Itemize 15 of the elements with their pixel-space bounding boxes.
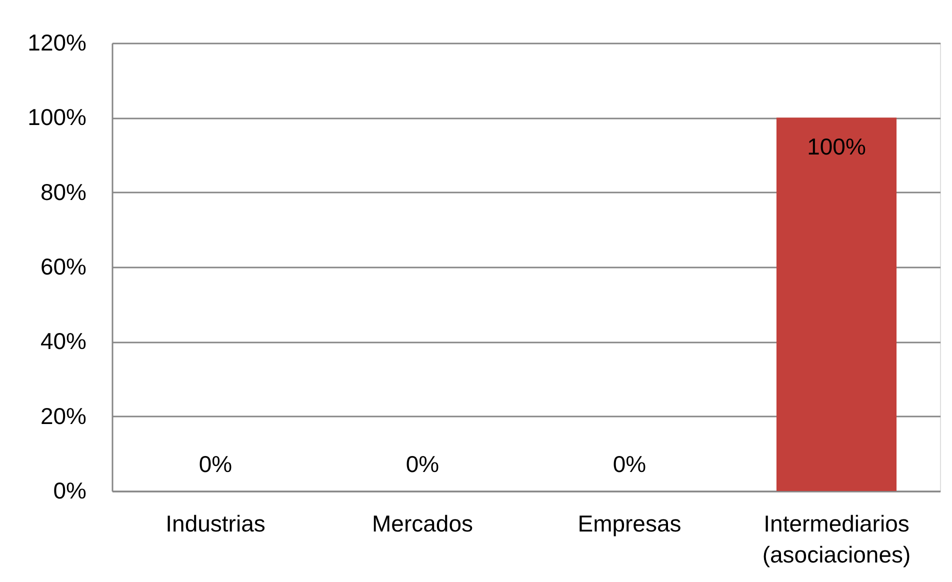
y-tick-label: 120% [28,30,86,56]
y-tick-label: 40% [40,328,86,354]
y-tick-label: 100% [28,104,86,130]
data-label: 0% [612,451,646,477]
data-label: 100% [807,134,866,160]
x-tick-label: Industrias [166,510,266,536]
y-tick-label: 20% [40,402,86,429]
x-tick-label: Intermediarios (asociaciones) [762,510,911,568]
y-tick-label: 80% [40,178,86,205]
data-label: 0% [406,451,440,477]
y-tick-label: 0% [53,478,86,504]
y-tick-label: 60% [40,254,86,280]
x-tick-label: Empresas [578,510,682,536]
data-label: 0% [198,451,232,477]
x-tick-label: Mercados [372,510,473,536]
